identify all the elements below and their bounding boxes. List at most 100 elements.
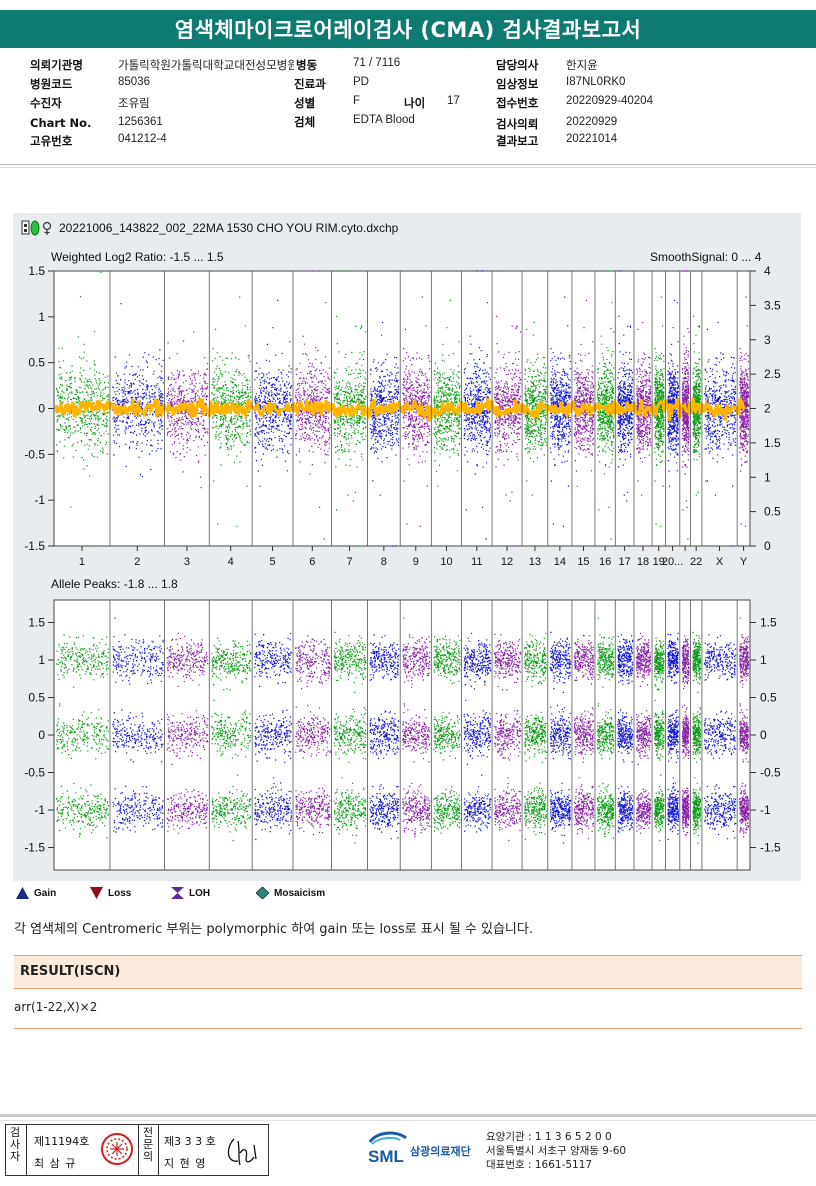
x-tick-label-Y: Y	[740, 556, 748, 568]
divider	[0, 164, 816, 165]
legend-label: LOH	[189, 887, 211, 899]
value-clinical-info: I87NL0RK0	[566, 76, 626, 88]
value-patient: 조유림	[118, 98, 150, 110]
y-tick-label: 1.5	[28, 264, 45, 278]
x-tick-label-12: 12	[501, 556, 513, 568]
chromosome-points-X	[703, 634, 737, 840]
right-y-tick-label: 0.5	[764, 505, 781, 519]
label-physician: 담당의사	[496, 58, 539, 72]
value-report-date: 20221014	[566, 133, 618, 145]
svg-text:SML: SML	[368, 1147, 404, 1166]
triangle-down-icon	[90, 887, 103, 899]
label-sex: 성별	[294, 96, 316, 110]
y-tick-label: -1	[34, 493, 45, 507]
chromosome-points-19	[654, 637, 665, 842]
chromosome-points-15	[574, 635, 595, 840]
data-points	[56, 617, 750, 844]
chromosome-points-17	[617, 634, 634, 833]
x-tick-label-9: 9	[413, 556, 419, 568]
y-tick-label: -1.5	[24, 539, 45, 553]
y-tick-label: 0	[38, 402, 45, 416]
result-heading: RESULT(ISCN)	[20, 964, 121, 979]
x-tick-label-13: 13	[529, 556, 541, 568]
y-tick-label: 1	[38, 310, 45, 324]
value-physician: 한지윤	[566, 60, 598, 72]
address-line: 대표번호 : 1661-5117	[486, 1159, 593, 1171]
x-tick-label-2: 2	[134, 556, 140, 568]
y-tick-label: 1.5	[28, 616, 45, 630]
chromosome-points-3	[166, 331, 209, 547]
value-hospital-code: 85036	[118, 76, 150, 88]
value-unique-no: 041212-4	[118, 133, 167, 145]
chromosome-points-22	[692, 631, 702, 844]
legend-item-mosaicism: Mosaicism	[256, 887, 325, 899]
label-requesting-org: 의뢰기관명	[30, 58, 83, 72]
hourglass-icon	[171, 887, 184, 899]
x-tick-label-15: 15	[577, 556, 589, 568]
value-request-date: 20220929	[566, 116, 618, 128]
x-tick-label-22: 22	[690, 556, 702, 568]
result-iscn: arr(1-22,X)×2	[14, 1000, 98, 1014]
divider	[0, 1120, 816, 1121]
chromosome-points-13	[524, 632, 547, 841]
value-department: PD	[353, 76, 369, 88]
right-y-tick-label: 0	[760, 728, 767, 742]
value-sex: F	[353, 95, 361, 107]
x-tick-label-20: 20...	[662, 556, 683, 568]
chromosome-points-21	[681, 635, 690, 836]
chromosome-points-4	[211, 296, 252, 527]
signature-icon	[227, 1138, 257, 1166]
reviewer-no: 제3 3 3 호	[164, 1135, 216, 1148]
legend-label: Mosaicism	[274, 887, 326, 899]
y-tick-label: -0.5	[24, 766, 45, 780]
address-line: 요양기관 : 1 1 3 6 5 2 0 0	[486, 1131, 612, 1143]
chromosome-points-2	[112, 303, 164, 478]
report-title: 염색체마이크로어레이검사 (CMA) 검사결과보고서	[0, 10, 816, 48]
x-tick-label-10: 10	[440, 556, 452, 568]
value-ward: 71 / 7116	[353, 57, 401, 69]
x-tick-label-17: 17	[619, 556, 631, 568]
y-tick-label: 0.5	[28, 356, 45, 370]
chromosome-points-14	[549, 631, 572, 844]
female-symbol-icon	[42, 221, 52, 235]
x-tick-label-5: 5	[270, 556, 276, 568]
x-tick-label-14: 14	[554, 556, 566, 568]
value-receipt-no: 20220929-40204	[566, 95, 653, 107]
x-tick-label-3: 3	[184, 556, 190, 568]
x-tick-label-6: 6	[309, 556, 315, 568]
x-tick-label-16: 16	[599, 556, 611, 568]
value-chart-no: 1256361	[118, 116, 163, 128]
leaf-icon[interactable]	[30, 220, 40, 236]
value-requesting-org: 가톨릭학원가톨릭대학교대전성모병원	[118, 60, 298, 72]
label-chart-no: Chart No.	[30, 116, 92, 130]
address-line: 서울특별시 서초구 양재동 9-60	[486, 1145, 627, 1157]
chromosome-points-1	[56, 634, 109, 839]
chromosome-points-9	[402, 617, 431, 838]
sml-logo: SML	[366, 1128, 410, 1172]
value-age: 17	[447, 95, 460, 107]
label-request-date: 검사의뢰	[496, 117, 539, 131]
x-tick-label-11: 11	[471, 556, 482, 568]
right-y-tick-label: -1.5	[760, 841, 781, 855]
chromosome-points-8	[369, 634, 400, 840]
right-y-tick-label: 2.5	[764, 367, 781, 381]
divider	[14, 1028, 802, 1029]
chip-icon[interactable]	[21, 220, 30, 235]
top-plot-right-label: SmoothSignal: 0 ... 4	[650, 250, 762, 264]
chromosome-points-5	[254, 632, 292, 841]
right-y-tick-label: 3	[764, 333, 771, 347]
x-tick-label-7: 7	[346, 556, 352, 568]
x-tick-label-X: X	[716, 556, 724, 568]
right-y-tick-label: 0.5	[760, 691, 777, 705]
x-tick-label-1: 1	[79, 556, 85, 568]
label-ward: 병동	[294, 57, 318, 73]
org-name: 삼광의료재단	[410, 1145, 471, 1158]
x-tick-label-19: 19	[653, 556, 665, 568]
label-department: 진료과	[294, 77, 326, 91]
divider	[0, 167, 816, 168]
diamond-icon	[256, 887, 269, 899]
label-age: 나이	[404, 96, 426, 110]
x-tick-label-18: 18	[637, 556, 649, 568]
